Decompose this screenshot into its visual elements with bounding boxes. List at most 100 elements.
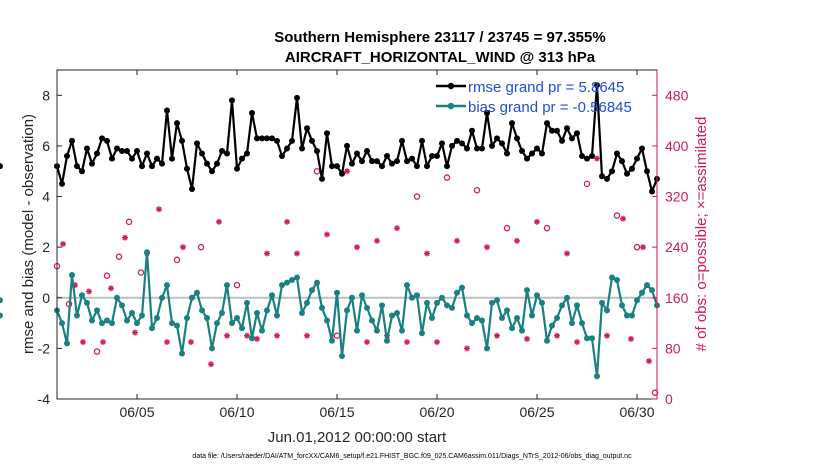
bias-point bbox=[429, 315, 435, 322]
rmse-point bbox=[529, 150, 535, 157]
rmse-point bbox=[594, 82, 600, 89]
rmse-point bbox=[254, 135, 260, 142]
bias-point bbox=[354, 327, 360, 334]
bias-point bbox=[319, 304, 325, 311]
rmse-point bbox=[74, 163, 80, 170]
obs-possible-marker bbox=[613, 212, 621, 219]
bias-point bbox=[529, 312, 535, 319]
rmse-point bbox=[109, 155, 115, 162]
bias-point bbox=[599, 299, 605, 306]
rmse-point bbox=[499, 140, 505, 147]
rmse-point bbox=[389, 160, 395, 167]
bias-point bbox=[399, 327, 405, 334]
x-tick-label: 06/25 bbox=[519, 404, 554, 420]
bias-point bbox=[119, 302, 125, 309]
bias-point bbox=[204, 315, 210, 322]
bias-point bbox=[239, 325, 245, 332]
rmse-point bbox=[314, 147, 320, 154]
bias-point bbox=[419, 330, 425, 337]
bias-point bbox=[414, 292, 420, 299]
obs-assimilated-marker bbox=[108, 285, 114, 292]
bias-point bbox=[614, 277, 620, 284]
x-tick-label: 06/20 bbox=[419, 404, 454, 420]
obs-assimilated-marker bbox=[514, 237, 520, 244]
rmse-point bbox=[144, 150, 150, 157]
rmse-point bbox=[229, 97, 235, 104]
rmse-point bbox=[339, 170, 345, 177]
rmse-point bbox=[559, 137, 565, 144]
rmse-point bbox=[604, 175, 610, 182]
y-axis-label-right: # of obs: o=possible; ×=assimilated bbox=[693, 117, 710, 352]
obs-assimilated-marker bbox=[304, 332, 310, 339]
bias-point bbox=[339, 352, 345, 359]
legend-bias-marker bbox=[447, 102, 455, 110]
obs-possible-marker bbox=[233, 281, 241, 289]
rmse-point bbox=[214, 160, 220, 167]
chart-title-line2: AIRCRAFT_HORIZONTAL_WIND @ 313 hPa bbox=[285, 49, 596, 66]
obs-assimilated-marker bbox=[484, 244, 490, 251]
rmse-point bbox=[579, 153, 585, 160]
obs-assimilated-marker bbox=[594, 155, 600, 162]
rmse-point bbox=[609, 168, 615, 175]
obs-assimilated-marker bbox=[244, 332, 250, 339]
bias-point bbox=[294, 274, 300, 281]
rmse-point bbox=[114, 145, 120, 152]
bias-point bbox=[0, 312, 3, 319]
bias-point bbox=[589, 335, 595, 342]
obs-possible-marker bbox=[583, 180, 591, 188]
rmse-point bbox=[299, 145, 305, 152]
obs-assimilated-marker bbox=[394, 225, 400, 232]
y-axis-right: 0 80 160 240 320 400 480 bbox=[652, 70, 689, 407]
obs-assimilated-marker bbox=[344, 168, 350, 175]
rmse-point bbox=[649, 188, 655, 195]
bias-point bbox=[454, 289, 460, 296]
bias-point bbox=[304, 299, 310, 306]
bias-point bbox=[269, 292, 275, 299]
bias-point bbox=[384, 337, 390, 344]
bias-point bbox=[439, 294, 445, 301]
rmse-point bbox=[259, 135, 265, 142]
rmse-point bbox=[324, 130, 330, 137]
bias-point bbox=[524, 287, 530, 294]
bias-point bbox=[649, 287, 655, 294]
rmse-point bbox=[169, 155, 175, 162]
bias-point bbox=[369, 317, 375, 324]
rmse-point bbox=[79, 168, 85, 175]
rmse-point bbox=[354, 150, 360, 157]
rmse-point bbox=[504, 150, 510, 157]
bias-point bbox=[359, 292, 365, 299]
rmse-point bbox=[279, 153, 285, 160]
bias-point bbox=[259, 327, 265, 334]
rmse-point bbox=[464, 145, 470, 152]
rmse-point bbox=[344, 142, 350, 149]
rmse-point bbox=[234, 165, 240, 172]
bias-point bbox=[324, 317, 330, 324]
rmse-point bbox=[284, 145, 290, 152]
bias-point bbox=[99, 320, 105, 327]
obs-assimilated-marker bbox=[254, 335, 260, 342]
rmse-point bbox=[549, 127, 555, 134]
bias-point bbox=[154, 315, 160, 322]
y-axis-left: -4 -2 0 2 4 6 8 bbox=[38, 87, 62, 407]
obs-assimilated-marker bbox=[628, 335, 634, 342]
obs-possible-marker bbox=[503, 224, 511, 232]
bias-point bbox=[94, 307, 100, 314]
bias-point bbox=[544, 337, 550, 344]
legend: rmse grand pr = 5.8645 bias grand pr = -… bbox=[436, 79, 632, 116]
rmse-point bbox=[364, 147, 370, 154]
y-tick-label: 6 bbox=[42, 138, 50, 154]
obs-assimilated-marker bbox=[534, 218, 540, 225]
obs-assimilated-marker bbox=[208, 361, 214, 368]
rmse-point bbox=[139, 163, 145, 170]
y-right-tick-label: 400 bbox=[665, 138, 689, 154]
bias-point bbox=[619, 302, 625, 309]
bias-point bbox=[59, 320, 65, 327]
obs-assimilated-marker bbox=[188, 339, 194, 346]
bias-point bbox=[489, 299, 495, 306]
rmse-point bbox=[124, 147, 130, 154]
bias-point bbox=[499, 315, 505, 322]
rmse-point bbox=[104, 137, 110, 144]
rmse-point bbox=[614, 150, 620, 157]
rmse-point bbox=[644, 168, 650, 175]
obs-assimilated-marker bbox=[454, 237, 460, 244]
